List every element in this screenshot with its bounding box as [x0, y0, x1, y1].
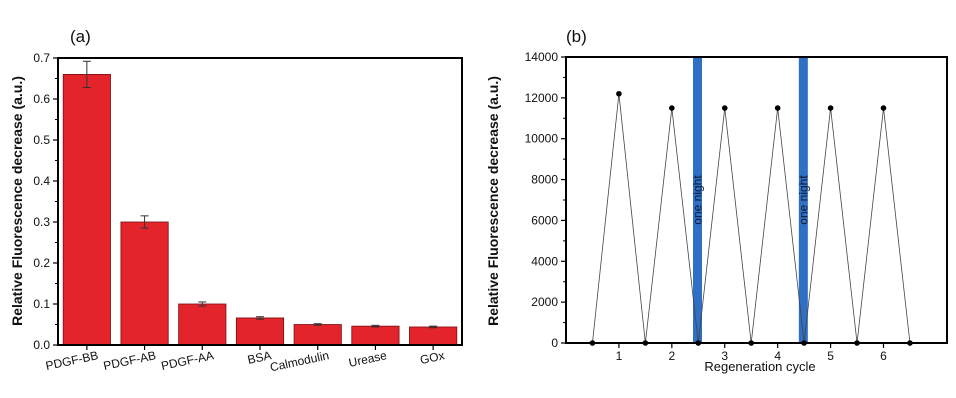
data-point	[880, 105, 887, 111]
panel-a-label: (a)	[70, 27, 91, 46]
x-tick-label: 4	[774, 349, 781, 363]
y-tick-label: 0.3	[33, 215, 50, 229]
bar-gox	[409, 326, 458, 346]
bar-pdgf-bb	[62, 74, 111, 346]
panel-b: (b) one night one night 0 2000 4000 6000 8000…	[485, 27, 948, 374]
bar-calmodulin	[293, 324, 342, 346]
y-tick-label: 0.2	[33, 256, 50, 270]
panel-b-label: (b)	[566, 27, 587, 46]
panel-a: (a) 0.00.10.20.30.40.50.60.7 PDGF-BB PDGF…	[9, 27, 463, 374]
y-tick-label: 0.6	[33, 92, 50, 106]
panel-a-plot-frame	[57, 57, 463, 346]
x-tick-label: 3	[721, 349, 728, 363]
band-label: one night	[690, 175, 704, 225]
y-tick-label: 0	[551, 336, 558, 350]
y-tick-label: 14000	[525, 50, 559, 64]
panel-a-y-axis-label: Relative Fluorescence decrease (a.u.)	[9, 76, 25, 326]
x-tick-label: PDGF-AA	[160, 348, 215, 373]
y-tick-label: 8000	[531, 173, 558, 187]
band-label: one night	[796, 175, 810, 225]
y-tick-label: 2000	[531, 295, 558, 309]
data-point	[669, 105, 675, 111]
x-tick-label: PDGF-AB	[102, 348, 157, 373]
y-tick-label: 0.1	[33, 297, 50, 311]
data-point	[774, 105, 781, 111]
x-tick-label: Calmodulin	[269, 348, 331, 374]
data-point	[721, 105, 728, 111]
x-tick-label: BSA	[246, 348, 272, 367]
one-night-band	[798, 57, 808, 343]
y-tick-label: 0.5	[33, 133, 50, 147]
panel-b-x-axis: 1 2 3 4 5 6	[616, 343, 887, 363]
y-tick-label: 6000	[531, 213, 558, 227]
bar-pdgf-aa	[178, 303, 227, 346]
x-tick-label: GOx	[419, 348, 446, 367]
bar-pdgf-ab	[120, 221, 169, 346]
y-tick-label: 12000	[525, 91, 559, 105]
panel-b-x-axis-label: Regeneration cycle	[704, 359, 815, 374]
x-tick-label: 5	[827, 349, 834, 363]
data-point	[827, 105, 834, 111]
y-tick-label: 0.7	[33, 51, 50, 65]
panel-b-y-axis-label: Relative Fluorescence decrease (a.u.)	[485, 76, 501, 326]
panel-b-plot-frame	[565, 56, 948, 344]
data-point	[616, 90, 622, 97]
series-line	[592, 93, 911, 344]
x-tick-label: Urease	[347, 348, 388, 370]
x-tick-label: 6	[880, 349, 887, 363]
panel-b-series	[589, 90, 913, 346]
bar-urease	[351, 325, 400, 346]
x-tick-label: PDGF-BB	[44, 348, 99, 373]
panel-a-bars	[62, 60, 458, 346]
panel-b-bands: one night one night	[690, 57, 810, 343]
y-tick-label: 10000	[525, 132, 559, 146]
panel-a-y-axis: 0.0 0.1 0.2 0.3 0.4 0.5 0.6 0.7	[33, 51, 58, 352]
y-tick-label: 0.4	[33, 174, 50, 188]
x-tick-label: 2	[668, 349, 675, 363]
y-tick-label: 0.0	[33, 338, 50, 352]
panel-b-y-axis: 0 2000 4000 6000 8000 10000 12000 14000	[525, 50, 566, 350]
one-night-band	[693, 57, 702, 343]
y-tick-label: 4000	[531, 254, 558, 268]
x-tick-label: 1	[616, 349, 623, 363]
bar-bsa	[235, 317, 285, 346]
